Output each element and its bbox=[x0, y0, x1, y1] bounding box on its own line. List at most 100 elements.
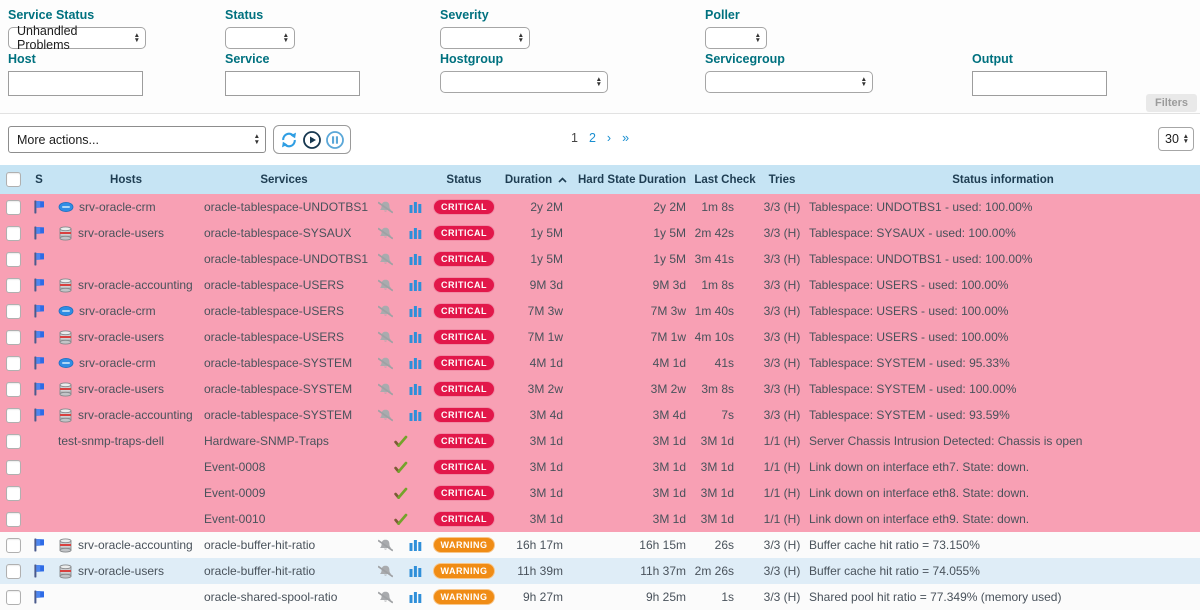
pagination-link[interactable]: » bbox=[622, 131, 630, 145]
host-name[interactable]: srv-oracle-accounting bbox=[78, 278, 193, 292]
play-icon[interactable] bbox=[302, 130, 322, 150]
output-input[interactable] bbox=[972, 71, 1107, 96]
host-input[interactable] bbox=[8, 71, 143, 96]
select-all-checkbox[interactable] bbox=[5, 172, 21, 187]
pause-icon[interactable] bbox=[325, 130, 345, 150]
table-row: srv-oracle-users oracle-tablespace-SYSAUX… bbox=[0, 220, 1200, 246]
chart-icon[interactable] bbox=[409, 409, 422, 421]
host-name[interactable]: srv-oracle-crm bbox=[79, 356, 156, 370]
row-checkbox[interactable] bbox=[5, 511, 21, 527]
chart-icon[interactable] bbox=[409, 591, 422, 603]
cell-status-information: Tablespace: USERS - used: 100.00% bbox=[806, 272, 1200, 298]
row-checkbox[interactable] bbox=[5, 537, 21, 553]
service-name[interactable]: oracle-tablespace-USERS bbox=[204, 330, 345, 344]
service-name[interactable]: oracle-tablespace-SYSTEM bbox=[204, 408, 353, 422]
page-size-select[interactable]: 30 ▲ ▼ bbox=[1158, 127, 1194, 151]
header-status[interactable]: Status bbox=[446, 173, 482, 186]
hard-state-duration-value: 1y 5M bbox=[653, 226, 686, 240]
chart-icon[interactable] bbox=[409, 201, 422, 213]
row-checkbox[interactable] bbox=[5, 277, 21, 293]
header-duration[interactable]: Duration bbox=[500, 165, 572, 194]
row-checkbox[interactable] bbox=[5, 589, 21, 605]
status-badge: CRITICAL bbox=[433, 329, 495, 345]
hard-state-duration-value: 3M 1d bbox=[652, 460, 686, 474]
service-name[interactable]: oracle-buffer-hit-ratio bbox=[204, 564, 316, 578]
chart-icon[interactable] bbox=[409, 279, 422, 291]
row-checkbox[interactable] bbox=[5, 407, 21, 423]
chart-icon[interactable] bbox=[409, 253, 422, 265]
cell-status: CRITICAL bbox=[428, 402, 500, 428]
cell-tries: 3/3 (H) bbox=[758, 350, 806, 376]
host-name[interactable]: srv-oracle-crm bbox=[79, 200, 156, 214]
severity-label: Severity bbox=[440, 8, 489, 22]
refresh-icon[interactable] bbox=[279, 130, 299, 150]
service-name[interactable]: oracle-tablespace-SYSTEM bbox=[204, 382, 353, 396]
service-name[interactable]: oracle-tablespace-UNDOTBS1 bbox=[204, 252, 369, 266]
row-checkbox[interactable] bbox=[5, 329, 21, 345]
header-hosts[interactable]: Hosts bbox=[110, 173, 142, 186]
row-checkbox[interactable] bbox=[5, 199, 21, 215]
table-row: srv-oracle-accounting oracle-buffer-hit-r… bbox=[0, 532, 1200, 558]
service-name[interactable]: oracle-shared-spool-ratio bbox=[204, 590, 338, 604]
row-checkbox[interactable] bbox=[5, 355, 21, 371]
host-name[interactable]: srv-oracle-users bbox=[78, 330, 165, 344]
cell-status-information: Tablespace: SYSAUX - used: 100.00% bbox=[806, 220, 1200, 246]
row-checkbox[interactable] bbox=[5, 433, 21, 449]
chart-icon[interactable] bbox=[409, 383, 422, 395]
host-name[interactable]: srv-oracle-crm bbox=[79, 304, 156, 318]
service-status-select[interactable]: Unhandled Problems ▲ ▼ bbox=[8, 24, 146, 52]
row-checkbox[interactable] bbox=[5, 251, 21, 267]
host-name[interactable]: srv-oracle-accounting bbox=[78, 538, 193, 552]
service-name[interactable]: Event-0008 bbox=[204, 460, 266, 474]
service-name[interactable]: oracle-tablespace-SYSAUX bbox=[204, 226, 352, 240]
row-checkbox[interactable] bbox=[5, 563, 21, 579]
service-name[interactable]: oracle-tablespace-UNDOTBS1 bbox=[204, 200, 369, 214]
service-name[interactable]: oracle-tablespace-SYSTEM bbox=[204, 356, 353, 370]
row-checkbox[interactable] bbox=[5, 225, 21, 241]
pagination-link[interactable]: › bbox=[606, 131, 612, 145]
chart-icon[interactable] bbox=[409, 305, 422, 317]
pagination-link[interactable]: 2 bbox=[588, 131, 596, 145]
header-tries[interactable]: Tries bbox=[768, 173, 796, 186]
service-status-label: Service Status bbox=[8, 8, 95, 22]
header-status-information[interactable]: Status information bbox=[952, 173, 1054, 186]
header-services[interactable]: Services bbox=[260, 173, 308, 186]
status-information-value: Tablespace: SYSTEM - used: 93.59% bbox=[809, 408, 1010, 422]
service-name[interactable]: oracle-tablespace-USERS bbox=[204, 304, 345, 318]
chart-icon[interactable] bbox=[409, 539, 422, 551]
service-name[interactable]: oracle-buffer-hit-ratio bbox=[204, 538, 316, 552]
host-name[interactable]: srv-oracle-accounting bbox=[78, 408, 193, 422]
duration-value: 3M 1d bbox=[529, 486, 563, 500]
chart-icon[interactable] bbox=[409, 565, 422, 577]
row-checkbox[interactable] bbox=[5, 381, 21, 397]
chart-icon[interactable] bbox=[409, 227, 422, 239]
row-checkbox[interactable] bbox=[5, 459, 21, 475]
last-check-value: 4m 10s bbox=[694, 330, 734, 344]
service-name[interactable]: oracle-tablespace-USERS bbox=[204, 278, 345, 292]
header-last-check[interactable]: Last Check bbox=[694, 173, 756, 186]
service-name[interactable]: Event-0010 bbox=[204, 512, 266, 526]
chart-icon[interactable] bbox=[409, 357, 422, 369]
host-name[interactable]: srv-oracle-users bbox=[78, 382, 165, 396]
more-actions-select[interactable]: More actions... ▲ ▼ bbox=[8, 126, 266, 153]
service-name[interactable]: Event-0009 bbox=[204, 486, 266, 500]
host-name[interactable]: test-snmp-traps-dell bbox=[58, 434, 165, 448]
row-checkbox[interactable] bbox=[5, 485, 21, 501]
poller-select[interactable]: ▲ ▼ bbox=[705, 27, 767, 49]
status-select[interactable]: ▲ ▼ bbox=[225, 27, 295, 49]
table-row: Event-0010 CRITICAL 3M 1d 3M 1d 3M 1d 1/1 (H)… bbox=[0, 506, 1200, 532]
service-input[interactable] bbox=[225, 71, 360, 96]
header-hard-state-duration[interactable]: Hard State Duration bbox=[578, 173, 686, 186]
cell-hard-state-duration: 2y 2M bbox=[572, 194, 692, 220]
hostgroup-select[interactable]: ▲ ▼ bbox=[440, 71, 608, 93]
duration-value: 16h 17m bbox=[516, 538, 563, 552]
cell-select bbox=[0, 428, 26, 454]
severity-select[interactable]: ▲ ▼ bbox=[440, 27, 530, 49]
service-name[interactable]: Hardware-SNMP-Traps bbox=[204, 434, 329, 448]
host-name[interactable]: srv-oracle-users bbox=[78, 226, 165, 240]
row-checkbox[interactable] bbox=[5, 303, 21, 319]
servicegroup-select[interactable]: ▲ ▼ bbox=[705, 71, 873, 93]
host-name[interactable]: srv-oracle-users bbox=[78, 564, 165, 578]
chart-icon[interactable] bbox=[409, 331, 422, 343]
filters-button[interactable]: Filters bbox=[1145, 94, 1197, 112]
